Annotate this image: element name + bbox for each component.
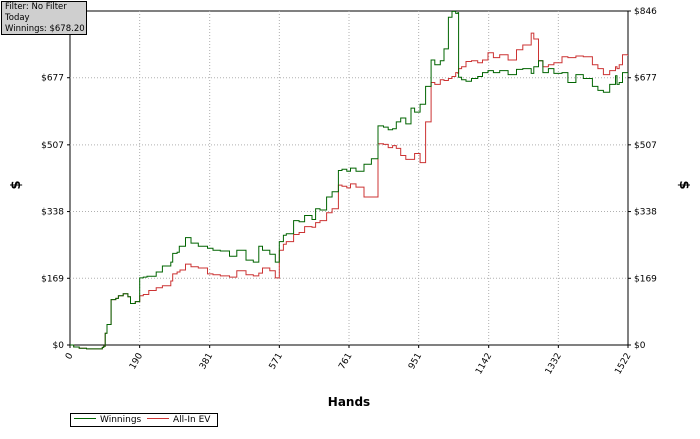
series-line-winnings [70, 11, 628, 350]
series-group [70, 11, 628, 350]
legend-label-allin-ev: All-In EV [173, 415, 211, 425]
legend-label-winnings: Winnings [100, 415, 142, 425]
y-tick-label-left: $338 [41, 208, 64, 218]
x-tick-label: 1142 [474, 352, 494, 377]
y-tick-label-left: $169 [41, 274, 64, 284]
x-tick-label: 0 [64, 351, 76, 361]
winnings-text: Winnings: $678.20 [5, 24, 85, 34]
y-tick-label-right: $677 [634, 74, 657, 84]
y-tick-label-right: $846 [634, 7, 657, 17]
y-tick-label-left: $677 [41, 74, 64, 84]
filter-text: Filter: No Filter [5, 2, 67, 12]
y-axis-label-right: $ [676, 180, 691, 189]
plot-area [69, 10, 629, 346]
legend-item-allin-ev: All-In EV [147, 415, 210, 426]
y-axis-left: $0$169$338$507$677$846 [41, 7, 70, 351]
x-tick-label: 1522 [613, 352, 633, 377]
x-tick-label: 381 [198, 352, 215, 372]
info-box: Filter: No Filter Today Winnings: $678.2… [1, 1, 87, 35]
series-line-allin-ev [70, 32, 628, 350]
y-tick-label-right: $169 [634, 274, 657, 284]
x-tick-label: 761 [337, 352, 354, 372]
x-axis: 0 190 381 571 761 951 1142 1332 1522 [64, 345, 634, 376]
legend-swatch-allin-ev [147, 418, 169, 419]
x-tick-label: 571 [268, 352, 285, 372]
y-tick-label-left: $0 [53, 341, 65, 351]
period-text: Today [5, 13, 30, 23]
legend-item-winnings: Winnings [74, 415, 141, 426]
legend-swatch-winnings [74, 418, 96, 419]
y-axis-right: $0 $169 $338 $507 $677 $846 [628, 7, 657, 351]
x-tick-label: 951 [407, 352, 424, 372]
y-axis-label-left: $ [9, 180, 24, 189]
x-axis-label: Hands [328, 395, 370, 409]
y-tick-label-right: $0 [634, 341, 646, 351]
x-tick-label: 190 [128, 351, 145, 371]
legend: Winnings All-In EV [70, 413, 218, 427]
grid-lines [70, 11, 628, 345]
y-tick-label-right: $507 [634, 141, 657, 151]
x-tick-label: 1332 [544, 352, 564, 377]
y-tick-label-right: $338 [634, 208, 657, 218]
y-tick-label-left: $507 [41, 141, 64, 151]
